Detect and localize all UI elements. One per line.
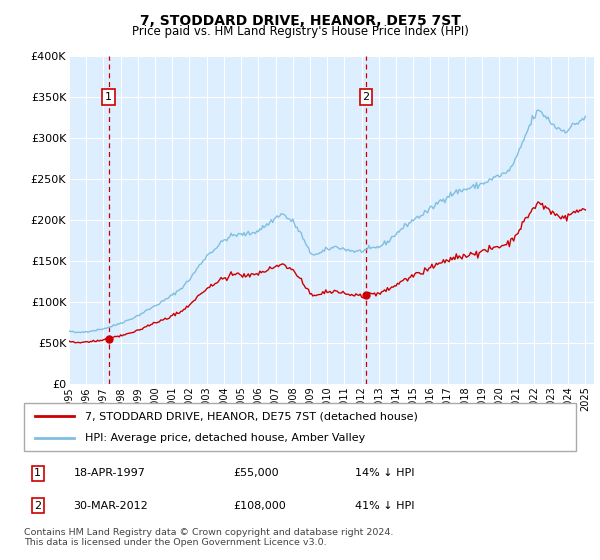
- Text: 1: 1: [105, 92, 112, 102]
- Text: 7, STODDARD DRIVE, HEANOR, DE75 7ST: 7, STODDARD DRIVE, HEANOR, DE75 7ST: [140, 14, 460, 28]
- Text: Price paid vs. HM Land Registry's House Price Index (HPI): Price paid vs. HM Land Registry's House …: [131, 25, 469, 38]
- Text: £108,000: £108,000: [234, 501, 287, 511]
- Text: 30-MAR-2012: 30-MAR-2012: [74, 501, 148, 511]
- Text: HPI: Average price, detached house, Amber Valley: HPI: Average price, detached house, Ambe…: [85, 433, 365, 443]
- Text: Contains HM Land Registry data © Crown copyright and database right 2024.
This d: Contains HM Land Registry data © Crown c…: [24, 528, 394, 547]
- Text: 18-APR-1997: 18-APR-1997: [74, 468, 146, 478]
- FancyBboxPatch shape: [24, 403, 576, 451]
- Text: 2: 2: [362, 92, 370, 102]
- Text: 1: 1: [34, 468, 41, 478]
- Text: 7, STODDARD DRIVE, HEANOR, DE75 7ST (detached house): 7, STODDARD DRIVE, HEANOR, DE75 7ST (det…: [85, 411, 418, 421]
- Text: £55,000: £55,000: [234, 468, 280, 478]
- Text: 41% ↓ HPI: 41% ↓ HPI: [355, 501, 415, 511]
- Text: 2: 2: [34, 501, 41, 511]
- Text: 14% ↓ HPI: 14% ↓ HPI: [355, 468, 415, 478]
